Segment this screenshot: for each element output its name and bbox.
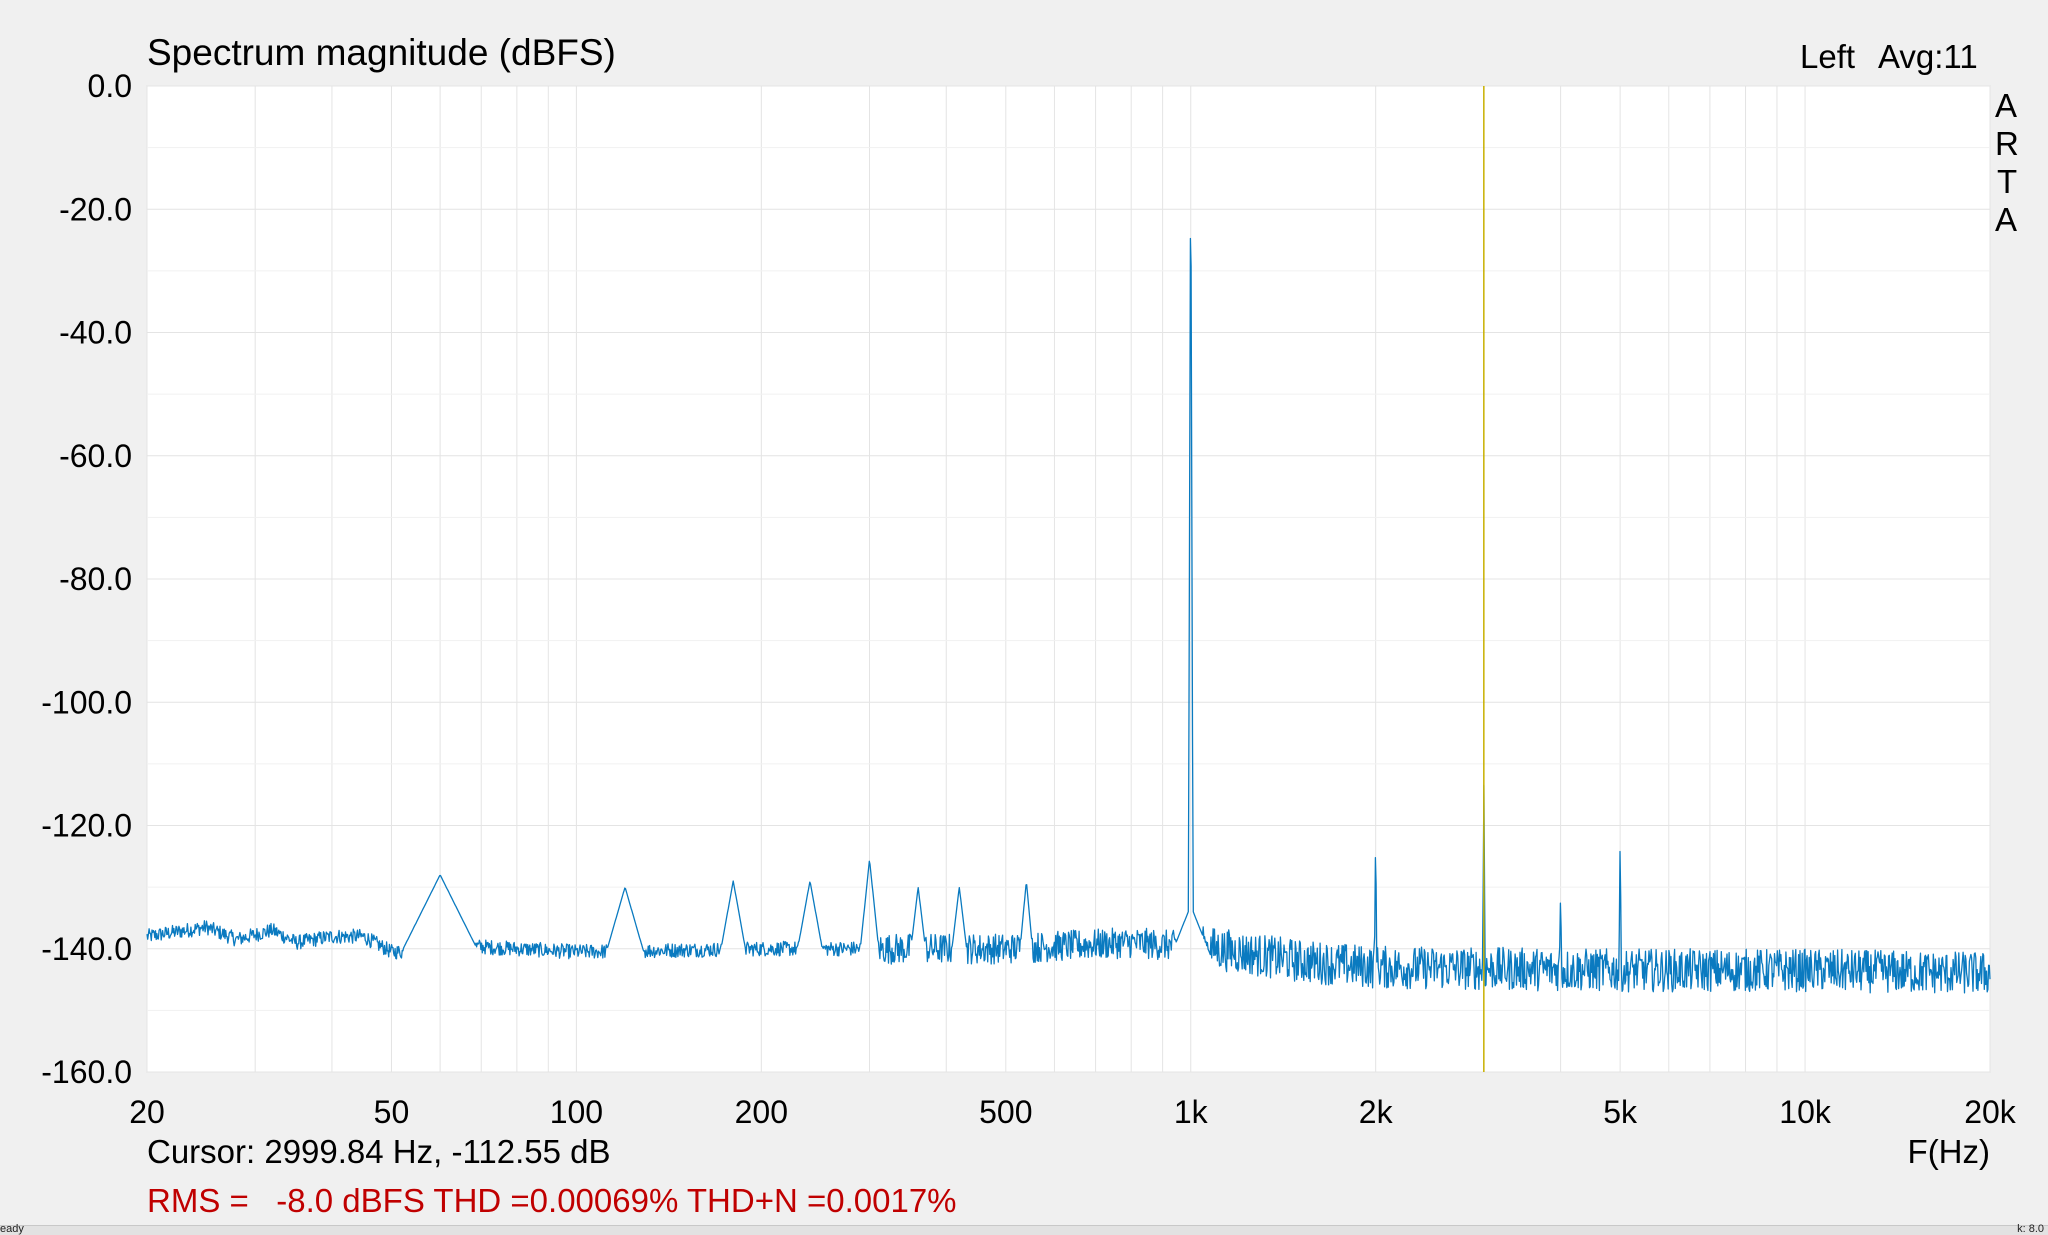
- chart-title: Spectrum magnitude (dBFS): [147, 32, 616, 73]
- y-tick-label: -120.0: [41, 808, 132, 844]
- x-tick-label: 1k: [1174, 1094, 1209, 1130]
- x-tick-label: 5k: [1603, 1094, 1638, 1130]
- x-tick-label: 50: [374, 1094, 410, 1130]
- x-axis: 20 50 100 200 500 1k 2k 5k 10k 20k: [129, 1094, 2017, 1130]
- x-tick-label: 100: [550, 1094, 603, 1130]
- y-axis: 0.0 -20.0 -40.0 -60.0 -80.0 -100.0 -120.0 -140.…: [41, 68, 132, 1090]
- watermark-letter: T: [1997, 163, 2017, 200]
- channel-label: Left: [1800, 38, 1855, 75]
- x-tick-label: 2k: [1359, 1094, 1394, 1130]
- x-tick-label: 10k: [1779, 1094, 1832, 1130]
- arta-watermark: A R T A: [1995, 87, 2019, 238]
- spectrum-series-line: [146, 237, 1991, 994]
- x-tick-label: 20: [129, 1094, 165, 1130]
- y-tick-label: -80.0: [59, 561, 132, 597]
- x-tick-label: 20k: [1964, 1094, 2017, 1130]
- y-tick-label: 0.0: [88, 68, 132, 104]
- y-tick-label: -40.0: [59, 315, 132, 351]
- watermark-letter: A: [1995, 201, 2017, 238]
- cursor-readout: Cursor: 2999.84 Hz, -112.55 dB: [147, 1133, 610, 1170]
- y-tick-label: -100.0: [41, 684, 132, 720]
- y-tick-label: -20.0: [59, 191, 132, 227]
- watermark-letter: A: [1995, 87, 2017, 124]
- y-tick-label: -140.0: [41, 931, 132, 967]
- grid: [146, 85, 1991, 1073]
- status-left: eady: [0, 1223, 24, 1235]
- x-tick-label: 500: [979, 1094, 1032, 1130]
- measurement-summary: RMS = -8.0 dBFS THD =0.00069% THD+N =0.0…: [147, 1182, 957, 1219]
- x-tick-label: 200: [735, 1094, 788, 1130]
- x-axis-label: F(Hz): [1908, 1133, 1990, 1170]
- status-bar: eady k: 8.0: [0, 1223, 2048, 1235]
- y-tick-label: -160.0: [41, 1054, 132, 1090]
- avg-label: Avg:11: [1878, 38, 1978, 75]
- watermark-letter: R: [1995, 125, 2019, 162]
- status-right: k: 8.0: [2017, 1223, 2044, 1235]
- y-tick-label: -60.0: [59, 438, 132, 474]
